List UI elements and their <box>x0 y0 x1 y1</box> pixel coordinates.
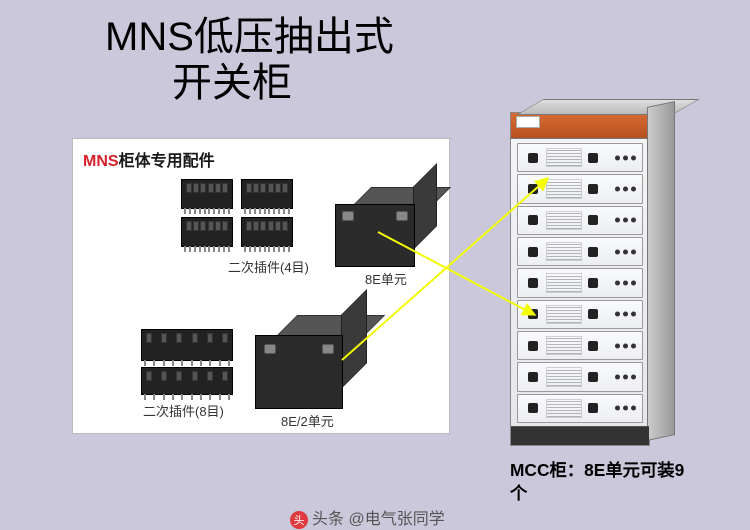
connector-block <box>181 179 233 209</box>
watermark-logo-icon: 头 <box>290 511 308 529</box>
title-suffix: 柜体专用配件 <box>119 153 215 170</box>
connector-block <box>241 179 293 209</box>
cabinet-modules <box>517 143 643 423</box>
watermark-text: 头条 @电气张同学 <box>312 511 445 528</box>
title-line-2: 开关柜 <box>105 60 394 106</box>
cabinet-module <box>517 206 643 235</box>
cabinet-caption: MCC柜：8E单元可装9 个 <box>510 459 684 504</box>
unit-8e-half-label: 8E/2单元 <box>281 411 334 430</box>
cabinet-base <box>511 426 649 445</box>
cabinet-module <box>517 174 643 203</box>
watermark: 头头条 @电气张同学 <box>290 505 445 529</box>
cabinet-module <box>517 300 643 329</box>
cabinet-badge <box>516 116 540 128</box>
connector-block <box>181 217 233 247</box>
title-prefix: MNS <box>83 153 119 170</box>
plugin-4-label: 二次插件(4目) <box>228 257 309 276</box>
connector-block <box>141 329 233 361</box>
plugin-8-label: 二次插件(8目) <box>143 401 224 420</box>
unit-8e-half <box>255 315 365 407</box>
cabinet-side <box>647 101 675 441</box>
cabinet-module <box>517 331 643 360</box>
cabinet-module <box>517 143 643 172</box>
components-panel-title: MNS柜体专用配件 <box>83 147 215 171</box>
cabinet-module <box>517 237 643 266</box>
slide: MNS低压抽出式 开关柜 MNS柜体专用配件 二次插件(4目) 二次插件(8目)… <box>0 0 750 530</box>
connector-block <box>241 217 293 247</box>
cabinet-module <box>517 362 643 391</box>
unit-8e <box>335 187 435 265</box>
title-line-1: MNS低压抽出式 <box>105 14 394 60</box>
components-panel: MNS柜体专用配件 二次插件(4目) 二次插件(8目) 8E单元 <box>72 138 450 434</box>
caption-line-2: 个 <box>510 483 527 503</box>
cabinet-module <box>517 268 643 297</box>
slide-title: MNS低压抽出式 开关柜 <box>105 14 394 106</box>
cabinet-module <box>517 394 643 423</box>
caption-line-1: MCC柜：8E单元可装9 <box>510 460 684 480</box>
cabinet-header <box>511 113 649 139</box>
connector-block <box>141 367 233 395</box>
mcc-cabinet <box>510 112 650 446</box>
unit-8e-label: 8E单元 <box>365 269 407 288</box>
